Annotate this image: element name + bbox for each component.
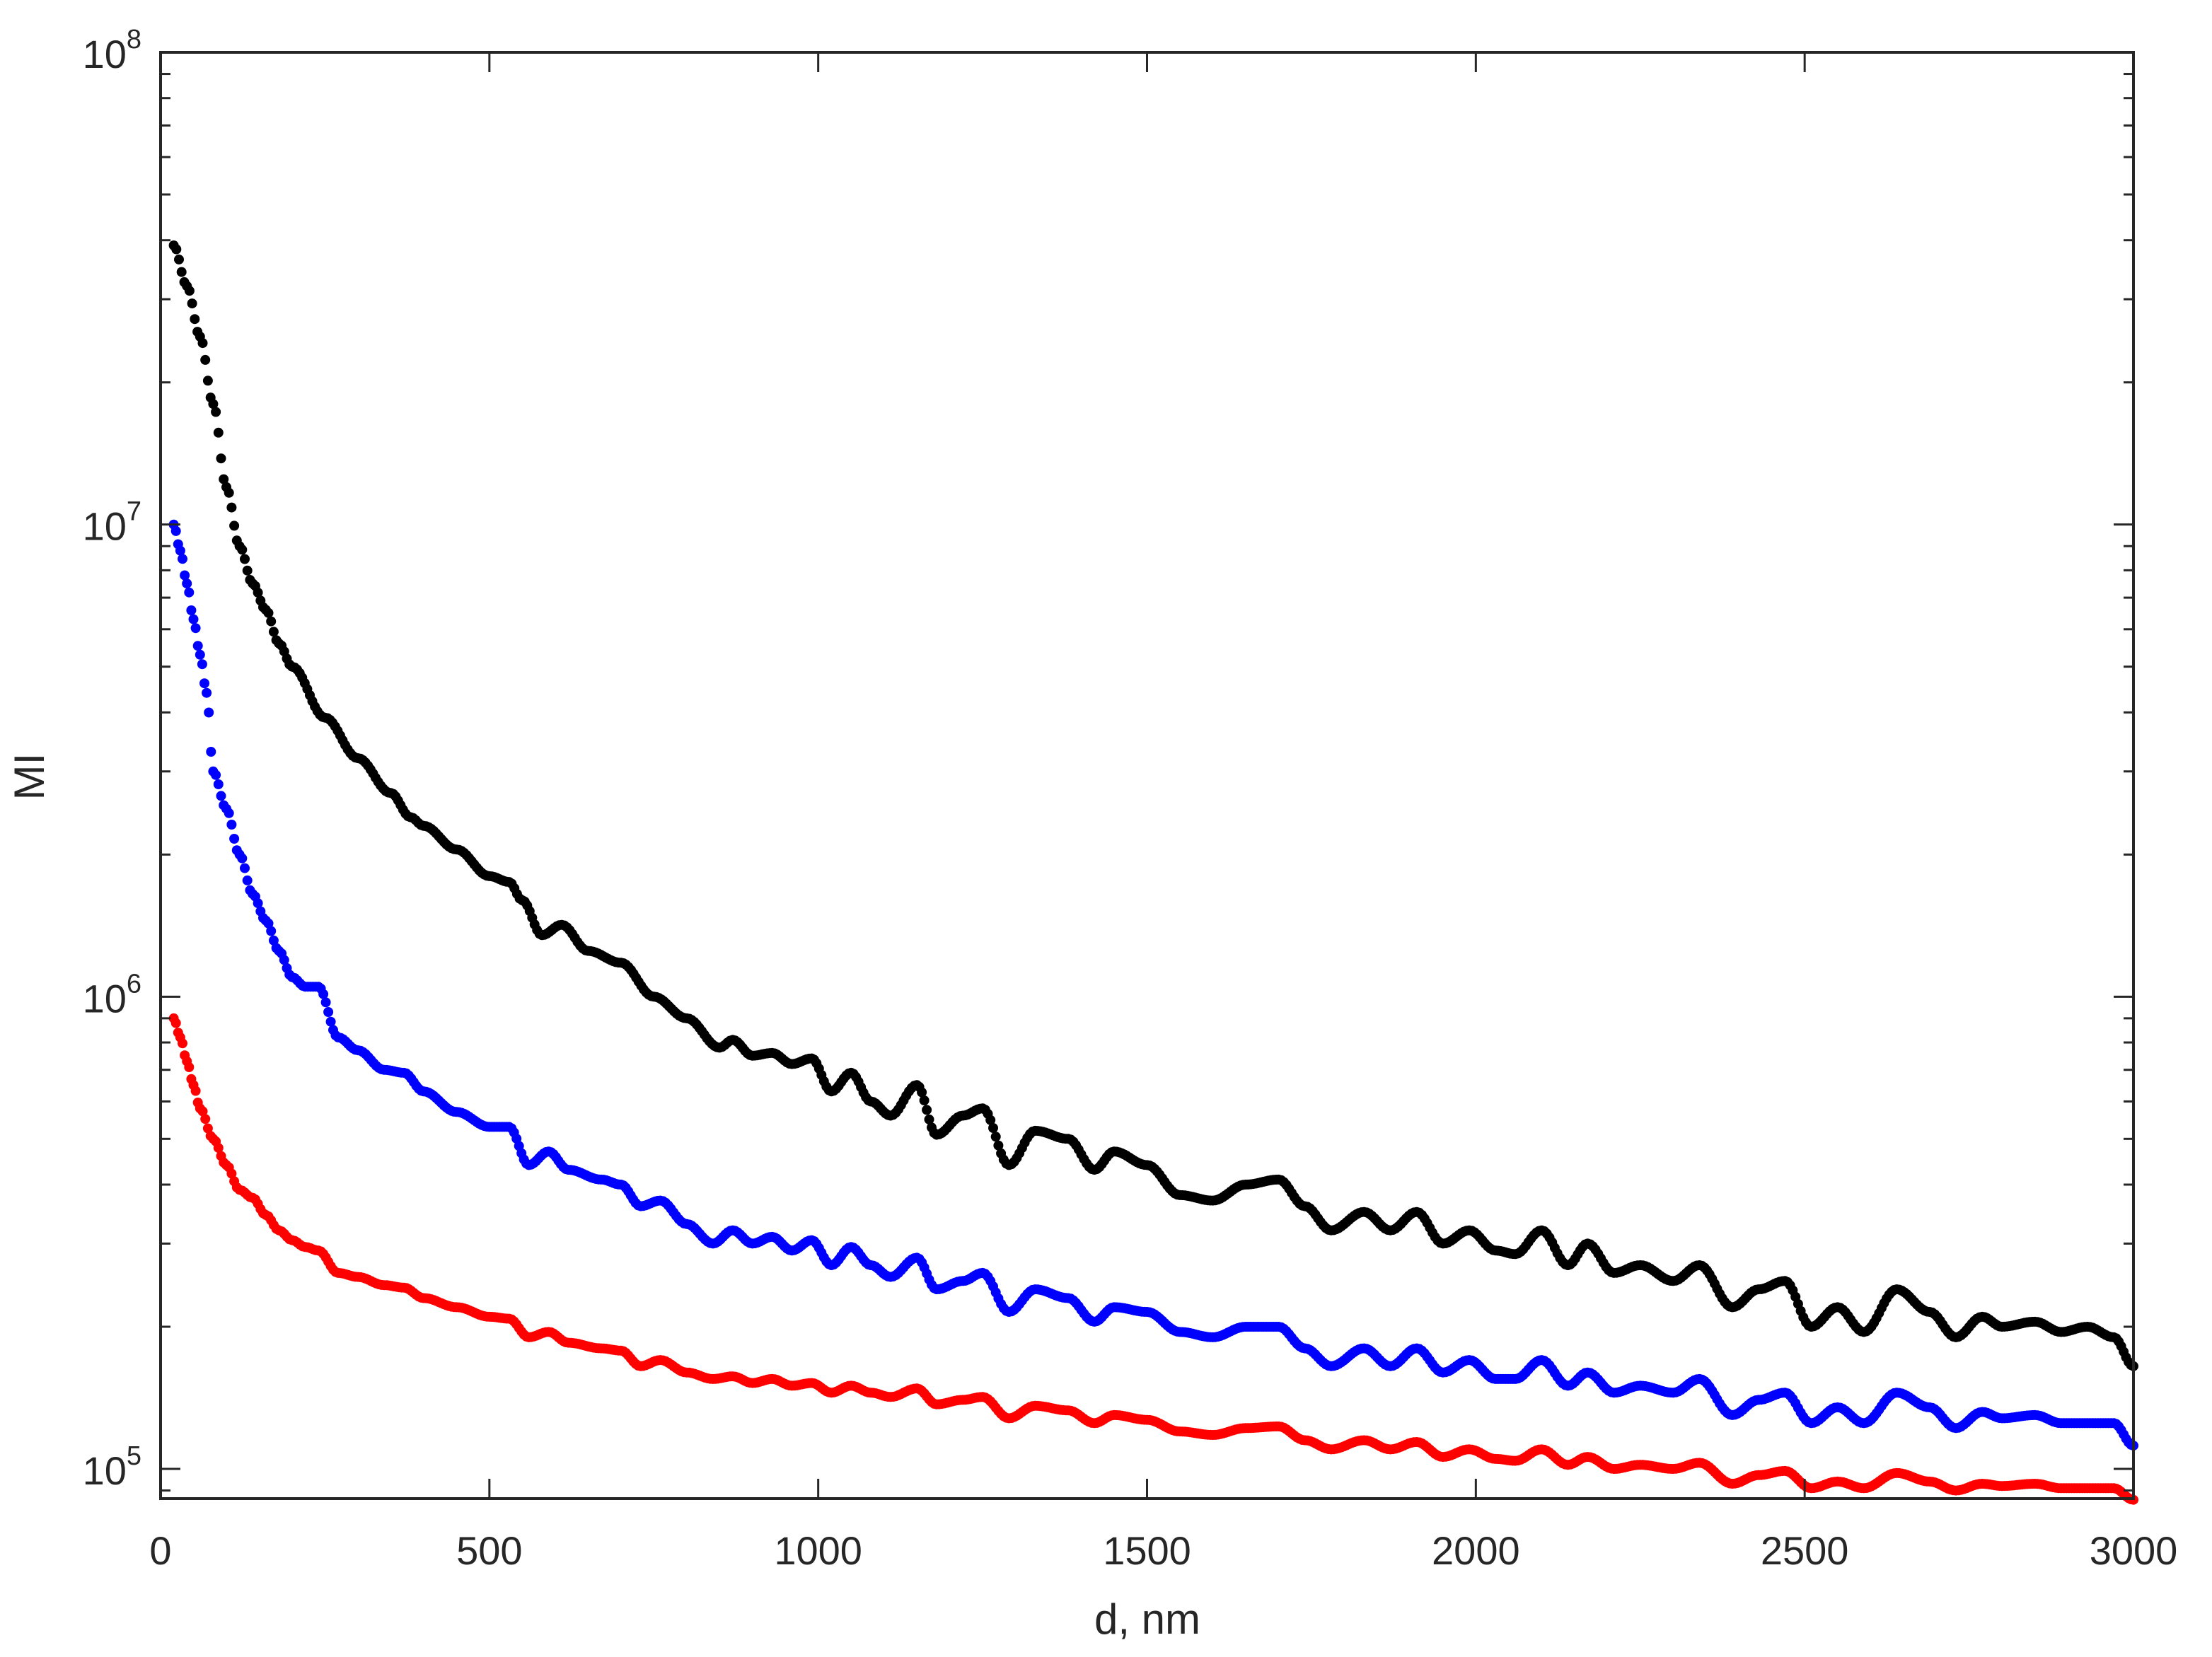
series-red (168, 1013, 2138, 1505)
x-axis-title: d, nm (1094, 1595, 1200, 1643)
y-tick-label: 108 (83, 25, 141, 76)
x-tick-label: 0 (149, 1528, 171, 1573)
y-axis-title: MI (6, 753, 53, 801)
x-tick-label: 1500 (1103, 1528, 1191, 1573)
series-black (168, 240, 2138, 1371)
y-tick-label: 107 (83, 497, 141, 549)
x-tick-label: 2500 (1761, 1528, 1849, 1573)
x-tick-labels: 0 500 1000 1500 2000 2500 3000 (149, 1528, 2177, 1573)
series-blue (168, 519, 2138, 1451)
axis-ticks (159, 51, 2135, 1499)
x-tick-label: 500 (456, 1528, 522, 1573)
y-tick-labels: 105 106 107 108 (83, 25, 141, 1493)
y-tick-label: 105 (83, 1441, 141, 1493)
data-series-layer (168, 240, 2138, 1505)
y-tick-label: 106 (83, 969, 141, 1021)
x-tick-label: 1000 (774, 1528, 862, 1573)
x-tick-label: 3000 (2090, 1528, 2178, 1573)
x-tick-label: 2000 (1432, 1528, 1520, 1573)
